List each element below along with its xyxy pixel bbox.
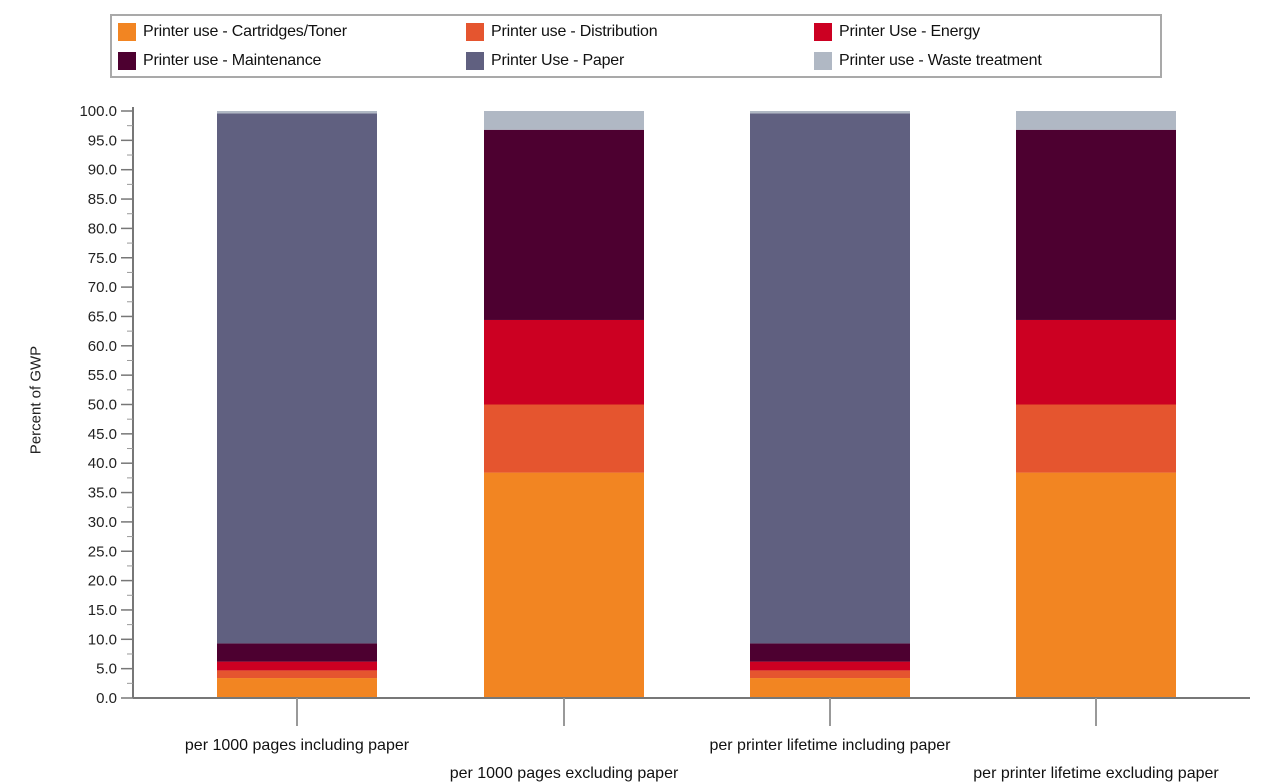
bar-segment-1-3 <box>217 661 377 671</box>
y-tick-label-12: 60.0 <box>88 338 117 355</box>
bar-segment-2-2 <box>484 404 644 473</box>
bar-segment-3-6 <box>750 111 910 114</box>
legend-item-paper: Printer Use - Paper <box>466 50 624 72</box>
y-tick-label-17: 85.0 <box>88 191 117 208</box>
bar-segment-1-1 <box>217 678 377 698</box>
y-tick-label-16: 80.0 <box>88 220 117 237</box>
axes-layer <box>132 107 1250 699</box>
y-tick-label-13: 65.0 <box>88 308 117 325</box>
x-tick-label-3: per printer lifetime excluding paper <box>973 765 1219 782</box>
legend-label-cartridges-toner: Printer use - Cartridges/Toner <box>143 23 347 40</box>
bar-segment-2-3 <box>484 319 644 405</box>
bar-segment-2-4 <box>484 129 644 320</box>
x-tick-label-0: per 1000 pages including paper <box>185 737 410 754</box>
bar-segment-1-2 <box>217 670 377 679</box>
bar-segment-3-2 <box>750 670 910 679</box>
legend-item-cartridges-toner: Printer use - Cartridges/Toner <box>118 21 347 43</box>
y-tick-label-9: 45.0 <box>88 426 117 443</box>
bar-segment-4-1 <box>1016 472 1176 698</box>
y-tick-label-1: 5.0 <box>96 661 117 678</box>
legend-label-energy: Printer Use - Energy <box>839 23 980 40</box>
y-tick-label-0: 0.0 <box>96 690 117 707</box>
bar-segment-3-4 <box>750 643 910 662</box>
y-tick-label-10: 50.0 <box>88 397 117 414</box>
y-tick-label-7: 35.0 <box>88 485 117 502</box>
legend: Printer use - Cartridges/Toner Printer u… <box>110 14 1162 78</box>
legend-swatch-distribution <box>466 23 484 41</box>
legend-label-distribution: Printer use - Distribution <box>491 23 658 40</box>
y-tick-label-5: 25.0 <box>88 543 117 560</box>
bar-segment-4-4 <box>1016 129 1176 320</box>
legend-label-paper: Printer Use - Paper <box>491 52 625 69</box>
x-ticks-layer: per 1000 pages including paper per 1000 p… <box>185 698 1219 782</box>
bar-segment-3-5 <box>750 113 910 644</box>
legend-label-waste-treatment: Printer use - Waste treatment <box>839 52 1042 69</box>
y-tick-label-20: 100.0 <box>79 103 117 120</box>
legend-swatch-cartridges-toner <box>118 23 136 41</box>
bar-segment-2-1 <box>484 472 644 698</box>
bar-segment-4-6 <box>1016 111 1176 130</box>
bar-segment-1-4 <box>217 643 377 662</box>
bar-segment-3-1 <box>750 678 910 698</box>
y-tick-label-8: 40.0 <box>88 455 117 472</box>
x-tick-label-2: per printer lifetime including paper <box>709 737 951 754</box>
bar-segment-4-3 <box>1016 319 1176 405</box>
legend-item-distribution: Printer use - Distribution <box>466 21 658 43</box>
y-tick-label-3: 15.0 <box>88 602 117 619</box>
y-tick-label-4: 20.0 <box>88 573 117 590</box>
y-tick-label-14: 70.0 <box>88 279 117 296</box>
y-tick-label-6: 30.0 <box>88 514 117 531</box>
bar-segment-4-2 <box>1016 404 1176 473</box>
y-tick-label-19: 95.0 <box>88 132 117 149</box>
y-ticks-layer: 0.0 5.0 10.0 15.0 20.0 25.0 30.0 35.0 40.0 45.0 50… <box>79 103 133 707</box>
legend-swatch-maintenance <box>118 52 136 70</box>
y-tick-label-11: 55.0 <box>88 367 117 384</box>
legend-item-maintenance: Printer use - Maintenance <box>118 50 321 72</box>
legend-item-waste-treatment: Printer use - Waste treatment <box>814 50 1042 72</box>
legend-swatch-waste-treatment <box>814 52 832 70</box>
bar-segment-3-3 <box>750 661 910 671</box>
legend-item-energy: Printer Use - Energy <box>814 21 980 43</box>
bar-segment-1-6 <box>217 111 377 114</box>
bar-segment-2-6 <box>484 111 644 130</box>
legend-label-maintenance: Printer use - Maintenance <box>143 52 322 69</box>
bars-layer <box>217 111 1176 698</box>
y-tick-label-15: 75.0 <box>88 250 117 267</box>
legend-swatch-energy <box>814 23 832 41</box>
legend-swatch-paper <box>466 52 484 70</box>
y-tick-label-2: 10.0 <box>88 631 117 648</box>
y-tick-label-18: 90.0 <box>88 162 117 179</box>
bar-segment-1-5 <box>217 113 377 644</box>
x-tick-label-1: per 1000 pages excluding paper <box>450 765 679 782</box>
